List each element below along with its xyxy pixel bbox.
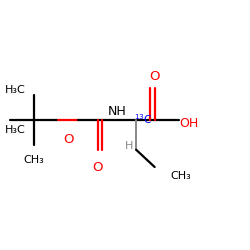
Text: H: H (124, 141, 133, 151)
Text: CH₃: CH₃ (171, 171, 192, 181)
Text: O: O (63, 133, 74, 146)
Text: OH: OH (180, 117, 199, 130)
Text: H₃C: H₃C (5, 86, 26, 96)
Text: CH₃: CH₃ (23, 154, 44, 164)
Text: O: O (92, 160, 103, 173)
Text: H₃C: H₃C (5, 125, 26, 135)
Text: NH: NH (108, 105, 127, 118)
Text: $^{13}$C: $^{13}$C (134, 112, 153, 126)
Text: O: O (150, 70, 160, 83)
